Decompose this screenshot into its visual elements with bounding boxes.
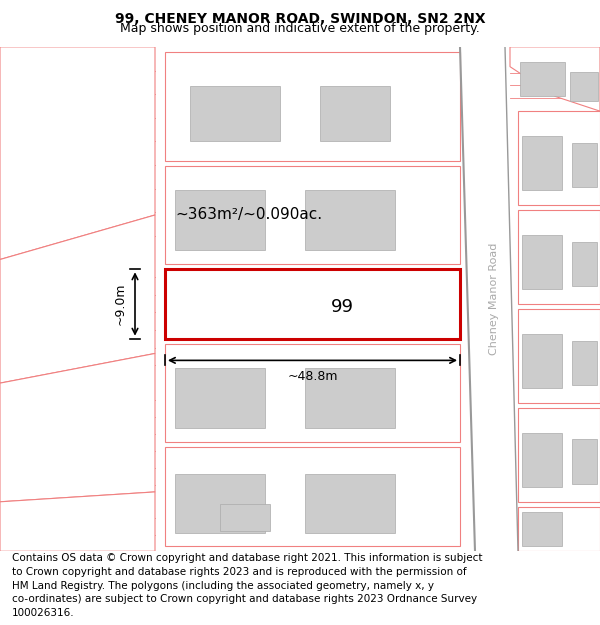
- Bar: [190, 86, 280, 141]
- Bar: [572, 439, 597, 484]
- Bar: [522, 235, 562, 289]
- Polygon shape: [0, 215, 155, 383]
- Text: Cheney Manor Road: Cheney Manor Road: [489, 243, 499, 355]
- Text: Contains OS data © Crown copyright and database right 2021. This information is : Contains OS data © Crown copyright and d…: [12, 554, 482, 618]
- Polygon shape: [510, 47, 600, 111]
- Polygon shape: [0, 354, 155, 502]
- Bar: [175, 190, 265, 249]
- Bar: [305, 368, 395, 428]
- Bar: [165, 269, 460, 339]
- Polygon shape: [0, 47, 155, 259]
- Bar: [165, 344, 460, 442]
- Bar: [520, 62, 565, 96]
- Bar: [165, 448, 460, 546]
- Bar: [165, 52, 460, 161]
- Bar: [518, 408, 600, 502]
- Bar: [518, 111, 600, 205]
- Text: Map shows position and indicative extent of the property.: Map shows position and indicative extent…: [120, 22, 480, 35]
- Bar: [522, 334, 562, 388]
- Text: ~9.0m: ~9.0m: [114, 282, 127, 325]
- Bar: [518, 210, 600, 304]
- Polygon shape: [0, 492, 155, 551]
- Bar: [572, 242, 597, 286]
- Bar: [305, 474, 395, 534]
- Bar: [572, 142, 597, 188]
- Bar: [220, 504, 270, 531]
- Bar: [305, 190, 395, 249]
- Text: ~363m²/~0.090ac.: ~363m²/~0.090ac.: [175, 208, 322, 222]
- Bar: [570, 72, 598, 101]
- Bar: [522, 512, 562, 546]
- Bar: [522, 432, 562, 487]
- Bar: [522, 136, 562, 190]
- Bar: [572, 341, 597, 385]
- Bar: [175, 474, 265, 534]
- Text: 99, CHENEY MANOR ROAD, SWINDON, SN2 2NX: 99, CHENEY MANOR ROAD, SWINDON, SN2 2NX: [115, 12, 485, 26]
- Text: 99: 99: [331, 299, 353, 316]
- Bar: [320, 86, 390, 141]
- Bar: [165, 166, 460, 264]
- Text: ~48.8m: ~48.8m: [287, 370, 338, 383]
- Bar: [175, 368, 265, 428]
- Bar: [518, 309, 600, 403]
- Bar: [518, 507, 600, 551]
